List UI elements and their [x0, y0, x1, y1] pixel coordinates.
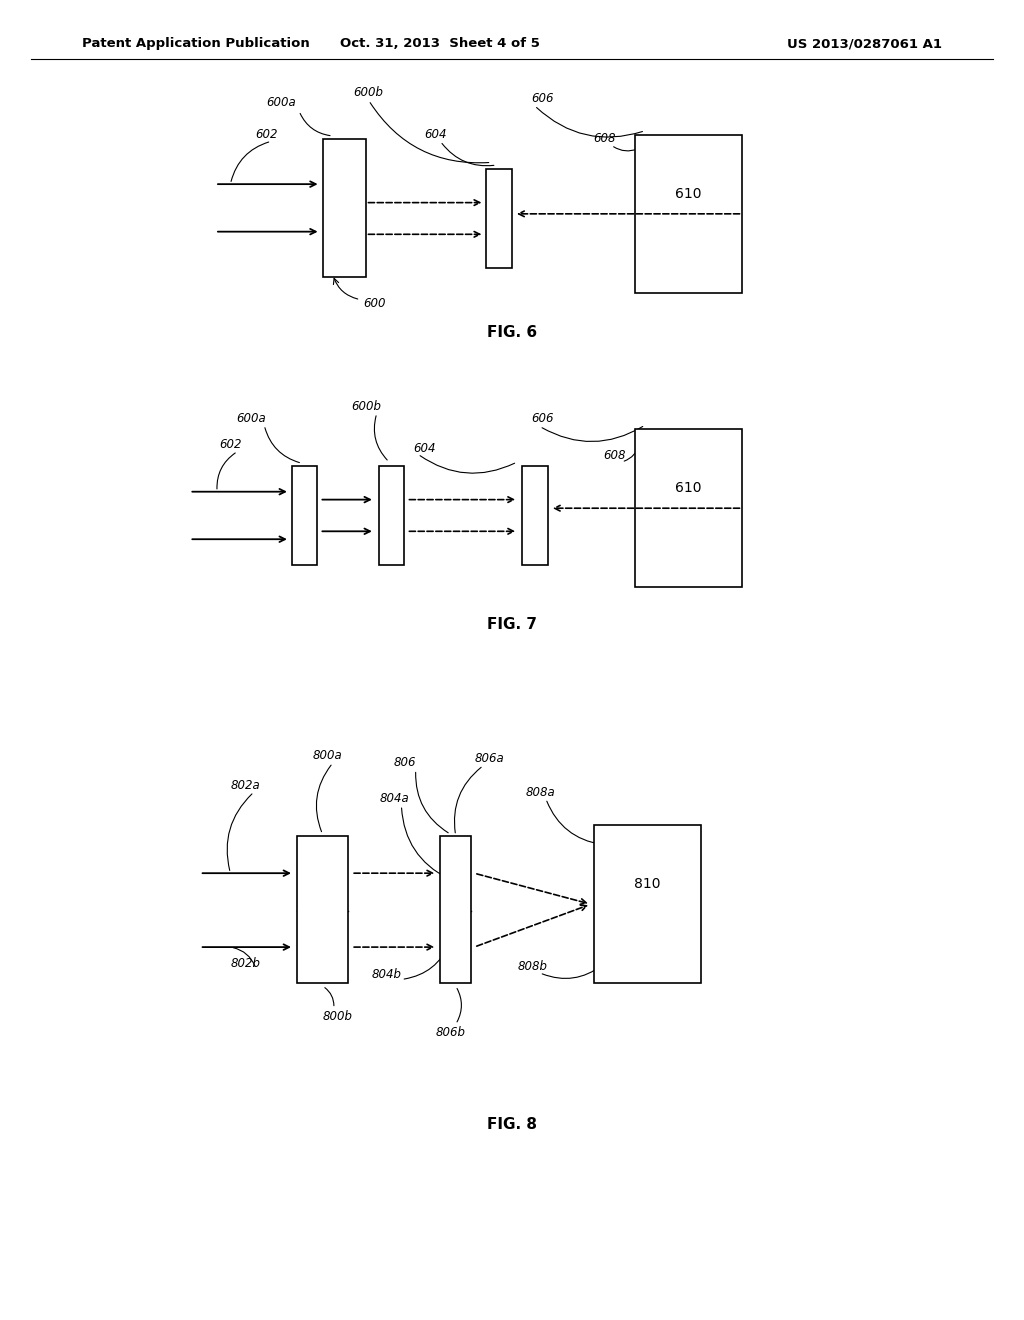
Text: US 2013/0287061 A1: US 2013/0287061 A1 — [787, 37, 942, 50]
Text: 610: 610 — [676, 482, 701, 495]
Bar — [635, 135, 742, 293]
Text: 600: 600 — [364, 297, 386, 310]
Text: 806a: 806a — [474, 752, 505, 766]
Bar — [635, 429, 742, 587]
Bar — [297, 836, 348, 983]
Text: 600b: 600b — [351, 400, 382, 413]
Text: 804b: 804b — [372, 968, 402, 981]
Text: 606: 606 — [531, 412, 554, 425]
Text: 608: 608 — [603, 449, 626, 462]
Text: 604: 604 — [414, 442, 436, 455]
Bar — [323, 139, 366, 277]
Text: Patent Application Publication: Patent Application Publication — [82, 37, 309, 50]
Text: 600a: 600a — [266, 96, 297, 110]
Text: 800a: 800a — [312, 748, 343, 762]
Text: 810: 810 — [635, 878, 660, 891]
Text: 808a: 808a — [525, 785, 556, 799]
Text: FIG. 6: FIG. 6 — [487, 325, 537, 341]
Text: 802a: 802a — [230, 779, 261, 792]
Text: 802b: 802b — [230, 957, 261, 970]
Bar — [486, 169, 512, 268]
Text: Oct. 31, 2013  Sheet 4 of 5: Oct. 31, 2013 Sheet 4 of 5 — [340, 37, 541, 50]
Text: FIG. 8: FIG. 8 — [487, 1117, 537, 1133]
Text: 600b: 600b — [353, 86, 384, 99]
Bar — [379, 466, 404, 565]
Bar — [440, 836, 471, 983]
Text: 804a: 804a — [379, 792, 410, 805]
Bar — [292, 466, 317, 565]
Text: 606: 606 — [531, 92, 554, 106]
Text: FIG. 7: FIG. 7 — [487, 616, 537, 632]
Text: 808b: 808b — [517, 960, 548, 973]
Text: 610: 610 — [676, 187, 701, 201]
Text: 800b: 800b — [323, 1010, 353, 1023]
Bar — [522, 466, 548, 565]
Text: 602: 602 — [219, 438, 242, 451]
Text: 806: 806 — [393, 756, 416, 770]
Text: 806b: 806b — [435, 1026, 466, 1039]
Text: 608: 608 — [593, 132, 615, 145]
Text: 602: 602 — [255, 128, 278, 141]
Text: 600a: 600a — [236, 412, 266, 425]
Text: 604: 604 — [424, 128, 446, 141]
Bar — [594, 825, 701, 983]
